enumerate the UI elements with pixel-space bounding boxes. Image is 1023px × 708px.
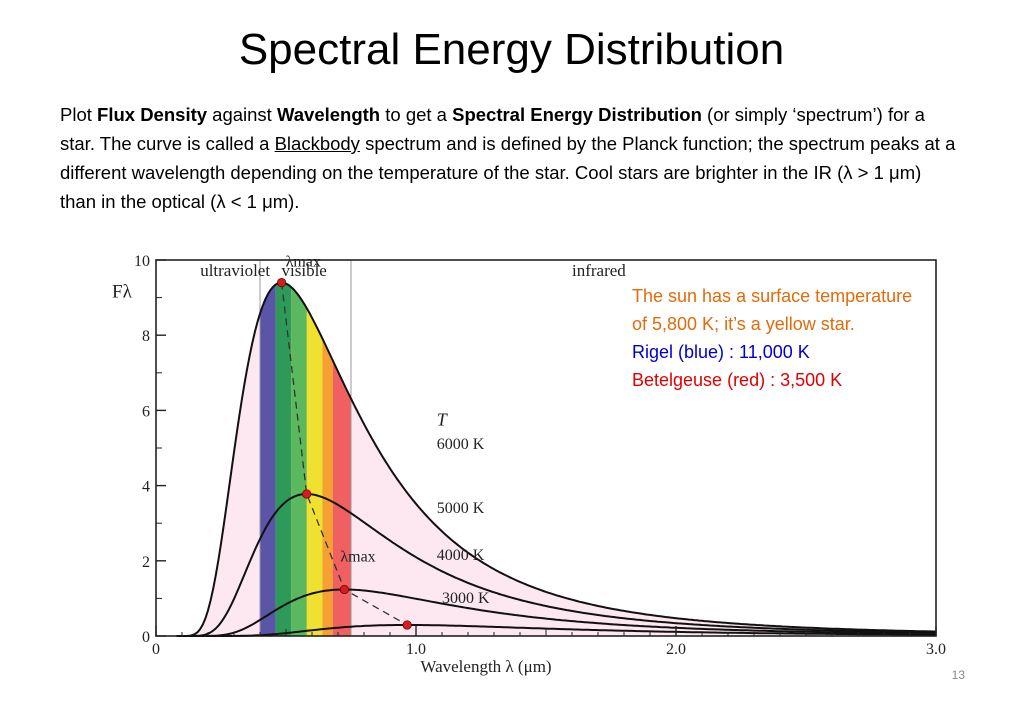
lambda-max-label-2: λmax	[340, 548, 375, 565]
curve-label-5000k: 5000 K	[437, 500, 485, 517]
region-label-ultraviolet: ultraviolet	[200, 261, 270, 280]
peak-marker-4	[402, 620, 412, 630]
x-tick-label: 1.0	[406, 641, 426, 658]
slide-title: Spectral Energy Distribution	[238, 25, 785, 74]
body-bold-wavelength: Wavelength	[276, 104, 381, 125]
body-text-1: Plot	[60, 104, 98, 125]
peak-marker-3	[339, 584, 349, 595]
y-axis-label: Fλ	[112, 282, 133, 303]
curve-label-4000k: 4000 K	[437, 547, 485, 564]
x-tick-label: 2.0	[666, 641, 686, 658]
peak-marker-2	[302, 489, 312, 499]
visible-band-1	[260, 282, 276, 636]
blackbody-chart: 0 2 4 6 8 10 0 1.0 2.0 3.0 ultraviolet visible infr…	[100, 240, 960, 680]
peak-marker-1	[276, 277, 287, 288]
curve-6000k	[176, 281, 937, 637]
x-axis-label: Wavelength λ (μm)	[420, 657, 551, 676]
body-text-4: (or simply ‘spectrum’) for a star. The c…	[60, 104, 925, 154]
x-tick-label: 0	[152, 641, 160, 658]
curve-4000k	[176, 588, 937, 637]
body-bold-sed: Spectral Energy Distribution	[452, 104, 702, 125]
body-text-3: to get a	[380, 104, 453, 125]
slide-number: 13	[951, 668, 965, 682]
y-tick-label: 0	[142, 629, 150, 646]
visible-band-2	[275, 282, 292, 636]
region-label-infrared: infrared	[572, 261, 626, 280]
body-text-2: against	[207, 104, 277, 125]
curve-label-6000k: 6000 K	[437, 436, 485, 453]
y-tick-label: 4	[142, 479, 150, 496]
caption-rigel: Rigel (blue) : 11,000 K	[632, 342, 810, 362]
caption-box: The sun has a surface temperature of 5,8…	[632, 282, 932, 394]
body-text-5: spectrum and is defined by the Planck fu…	[60, 133, 956, 212]
lambda-max-label-1: λmax	[286, 254, 321, 271]
y-tick-label: 10	[134, 253, 150, 270]
body-underline-blackbody: Blackbody	[274, 133, 360, 154]
curve-3000k	[176, 624, 936, 637]
visible-band-5	[322, 282, 333, 636]
caption-betelgeuse: Betelgeuse (red) : 3,500 K	[632, 370, 843, 390]
y-tick-label: 8	[142, 328, 150, 345]
y-tick-label: 2	[142, 554, 150, 571]
lambda-max-locus	[280, 282, 408, 626]
blackbody-figure: 0 2 4 6 8 10 0 1.0 2.0 3.0 ultraviolet visible infr…	[100, 240, 960, 685]
visible-band-4	[306, 282, 323, 636]
region-label-visible: visible	[282, 261, 327, 280]
caption-sun: The sun has a surface temperature of 5,8…	[632, 286, 913, 334]
body-bold-flux-density: Flux Density	[97, 104, 208, 125]
y-tick-label: 6	[142, 403, 150, 420]
visible-band-3	[291, 282, 307, 636]
curve-label-3000k: 3000 K	[442, 590, 490, 607]
x-tick-label: 3.0	[926, 641, 946, 658]
temperature-title: T	[437, 409, 449, 429]
slide-body-text: Plot Flux Density against Wavelength to …	[60, 100, 960, 216]
area-under-6000k	[176, 282, 937, 636]
